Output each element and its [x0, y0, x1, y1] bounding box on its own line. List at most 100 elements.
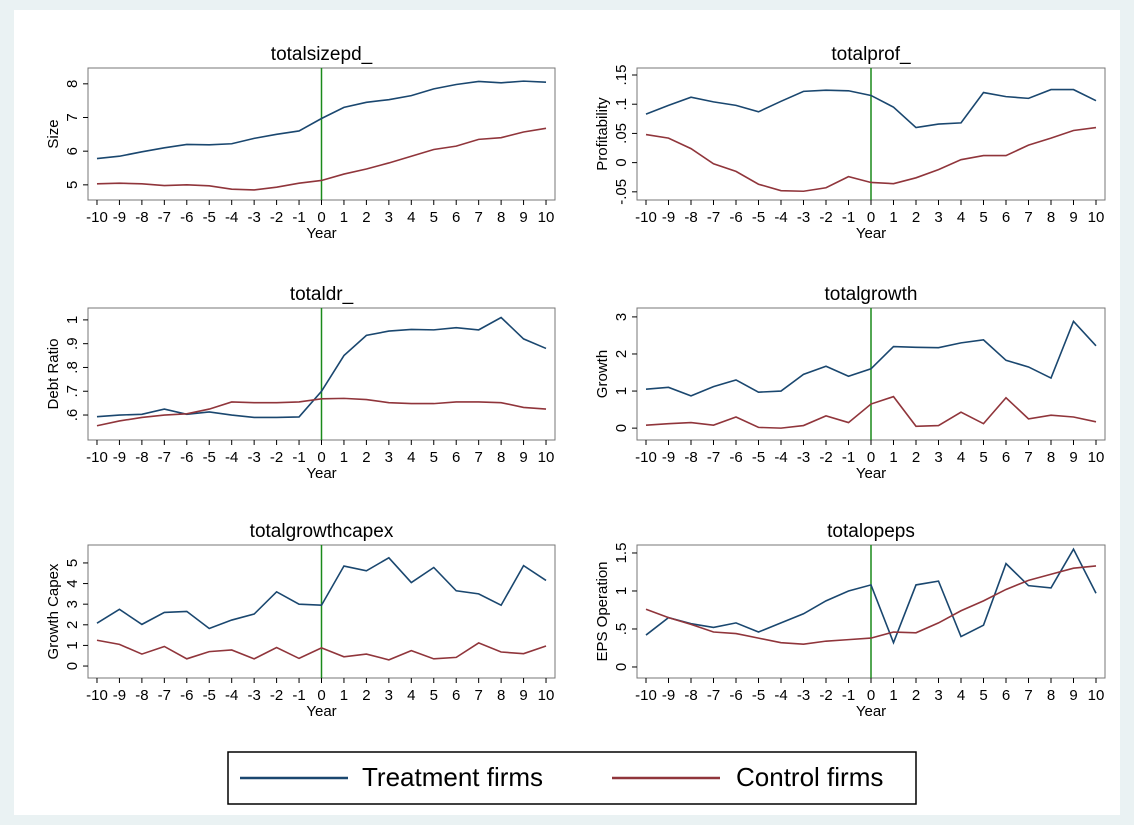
x-tick-label: 5	[430, 209, 438, 226]
x-tick-label: 0	[867, 209, 875, 226]
x-tick-label: 3	[385, 209, 393, 226]
x-tick-label: -1	[292, 209, 305, 226]
x-tick-label: -7	[707, 209, 720, 226]
x-tick-label: -2	[270, 449, 283, 466]
y-tick-label: 8	[64, 80, 81, 88]
x-tick-label: 4	[407, 687, 415, 704]
x-tick-label: 2	[362, 449, 370, 466]
x-tick-label: -6	[729, 209, 742, 226]
x-tick-label: -5	[203, 687, 216, 704]
y-tick-label: .8	[64, 361, 81, 374]
x-tick-label: 2	[362, 209, 370, 226]
x-tick-label: -10	[635, 209, 657, 226]
x-tick-label: -4	[225, 449, 238, 466]
y-tick-label: .1	[613, 98, 630, 111]
x-tick-label: 2	[912, 209, 920, 226]
x-tick-label: 1	[889, 449, 897, 466]
x-tick-label: 2	[912, 449, 920, 466]
series-line	[645, 565, 1097, 645]
y-tick-label: .9	[64, 337, 81, 350]
x-tick-label: 1	[340, 209, 348, 226]
y-tick-label: .6	[64, 409, 81, 422]
x-tick-label: -10	[86, 687, 108, 704]
x-tick-label: 3	[385, 449, 393, 466]
x-tick-label: 5	[979, 209, 987, 226]
y-tick-label: 0	[613, 158, 630, 166]
x-tick-label: 7	[1024, 449, 1032, 466]
x-tick-label: -8	[135, 209, 148, 226]
x-tick-label: -7	[707, 687, 720, 704]
x-tick-label: 4	[957, 449, 965, 466]
x-tick-label: -10	[86, 449, 108, 466]
series-line	[96, 556, 547, 630]
x-tick-label: 4	[957, 209, 965, 226]
y-tick-label: 5	[64, 559, 81, 567]
x-tick-label: -1	[292, 687, 305, 704]
x-tick-label: -9	[113, 687, 126, 704]
y-tick-label: .7	[64, 385, 81, 398]
series-line	[96, 397, 547, 427]
x-tick-label: 4	[407, 449, 415, 466]
series-line	[645, 126, 1097, 193]
x-tick-label: 7	[474, 687, 482, 704]
y-tick-label: 3	[613, 313, 630, 321]
x-tick-label: -2	[819, 449, 832, 466]
x-tick-label: -8	[684, 449, 697, 466]
x-tick-label: 6	[452, 209, 460, 226]
x-tick-label: -5	[203, 209, 216, 226]
x-tick-label: -3	[247, 687, 260, 704]
y-tick-label: .15	[613, 65, 630, 86]
y-tick-label: 1.5	[613, 543, 630, 564]
x-tick-label: -1	[842, 209, 855, 226]
x-tick-label: 0	[317, 687, 325, 704]
x-tick-label: -8	[684, 209, 697, 226]
x-tick-label: 8	[497, 449, 505, 466]
panel-title: totalsizepd_	[271, 44, 373, 65]
series-line	[645, 319, 1097, 397]
x-tick-label: -10	[635, 687, 657, 704]
x-tick-label: 1	[340, 449, 348, 466]
x-tick-label: -4	[774, 687, 787, 704]
x-tick-label: 2	[912, 687, 920, 704]
series-line	[645, 88, 1097, 129]
x-tick-label: 7	[1024, 209, 1032, 226]
x-tick-label: -6	[180, 449, 193, 466]
y-tick-label: 1	[613, 587, 630, 595]
x-tick-label: -7	[158, 209, 171, 226]
x-tick-label: -4	[774, 449, 787, 466]
x-tick-label: -5	[752, 687, 765, 704]
x-tick-label: -2	[270, 687, 283, 704]
y-axis-label: Size	[45, 119, 62, 148]
x-tick-label: 8	[1047, 687, 1055, 704]
panel-title: totalopeps	[827, 521, 915, 542]
x-tick-label: 5	[979, 449, 987, 466]
x-tick-label: 8	[1047, 209, 1055, 226]
y-tick-label: 4	[64, 579, 81, 587]
y-tick-label: 1	[64, 641, 81, 649]
x-tick-label: -2	[270, 209, 283, 226]
x-tick-label: 10	[538, 687, 555, 704]
y-axis-label: Growth	[594, 350, 611, 398]
x-tick-label: 4	[957, 687, 965, 704]
x-tick-label: 10	[1088, 687, 1105, 704]
y-tick-label: 0	[613, 663, 630, 671]
x-axis-label: Year	[306, 703, 336, 720]
x-tick-label: 9	[1069, 209, 1077, 226]
x-tick-label: -8	[684, 687, 697, 704]
x-tick-label: 6	[1002, 209, 1010, 226]
x-tick-label: 5	[979, 687, 987, 704]
y-tick-label: 2	[64, 621, 81, 629]
series-line	[96, 639, 547, 661]
x-tick-label: -5	[203, 449, 216, 466]
x-tick-label: 0	[317, 209, 325, 226]
x-tick-label: -3	[797, 209, 810, 226]
x-tick-label: 6	[1002, 449, 1010, 466]
panel-title: totalgrowth	[825, 284, 918, 305]
x-tick-label: -7	[158, 687, 171, 704]
x-axis-label: Year	[306, 225, 336, 242]
y-tick-label: 6	[64, 147, 81, 155]
x-tick-label: -5	[752, 209, 765, 226]
y-tick-label: 1	[613, 387, 630, 395]
x-tick-label: 4	[407, 209, 415, 226]
